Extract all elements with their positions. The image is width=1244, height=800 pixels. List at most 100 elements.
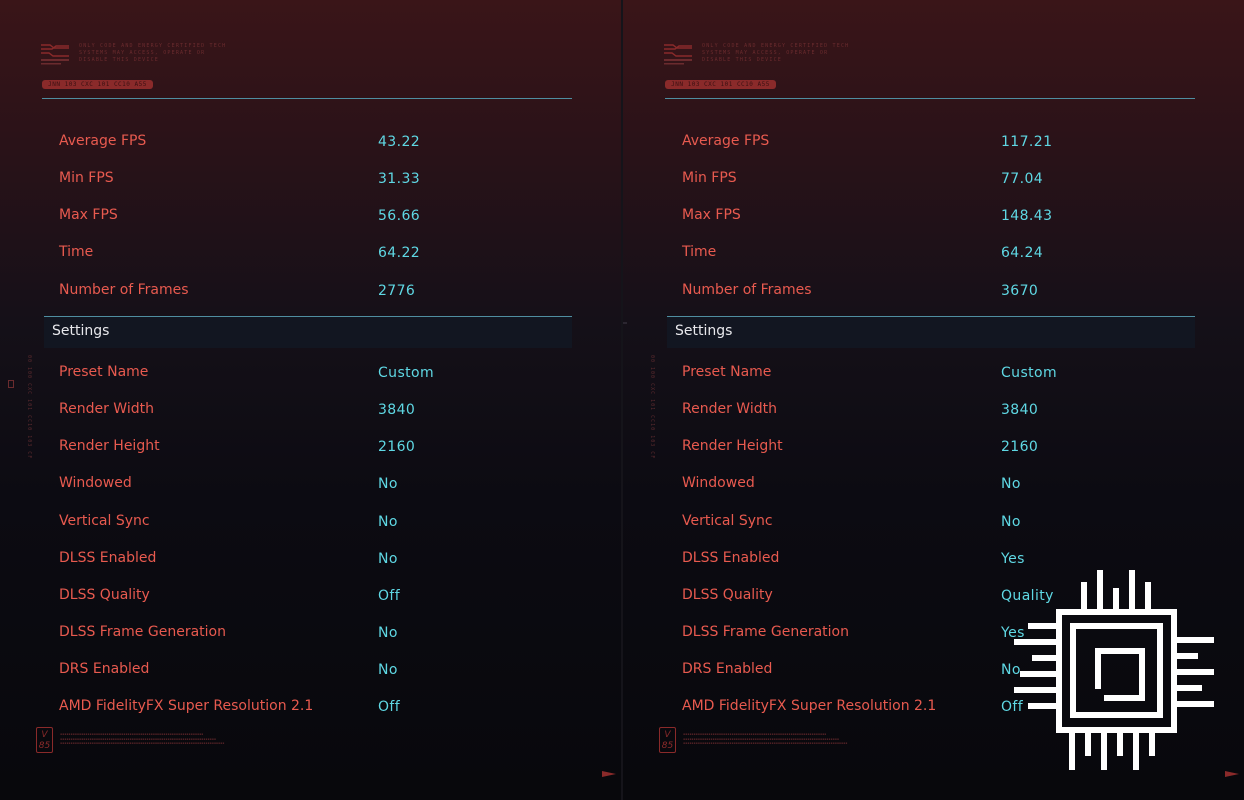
setting-label: Render Width: [682, 401, 777, 417]
stat-label: Average FPS: [59, 133, 147, 149]
setting-value: Custom: [1001, 365, 1058, 381]
setting-value: No: [378, 625, 398, 641]
header-notice-line: DISABLE THIS DEVICE: [702, 57, 782, 63]
next-arrow-icon: [602, 771, 616, 777]
header-notice-line: ONLY CODE AND ENERGY CERTIFIED TECH: [79, 43, 227, 49]
setting-row: DLSS Frame Generation Yes: [682, 624, 1182, 644]
stat-row: Max FPS 148.43: [682, 207, 1182, 227]
stat-label: Min FPS: [682, 170, 737, 186]
stat-label: Average FPS: [682, 133, 770, 149]
setting-value: No: [378, 514, 398, 530]
version-badge: V 85: [659, 727, 676, 753]
setting-value: 3840: [378, 402, 416, 418]
setting-value: Off: [378, 699, 401, 715]
header-divider: [42, 98, 572, 99]
setting-label: AMD FidelityFX Super Resolution 2.1: [682, 698, 937, 714]
setting-label: Preset Name: [59, 364, 149, 380]
setting-label: Render Width: [59, 401, 154, 417]
stat-label: Min FPS: [59, 170, 114, 186]
setting-row: DLSS Enabled No: [59, 550, 559, 570]
edge-tick: [623, 322, 627, 324]
version-badge: V 85: [36, 727, 53, 753]
version-badge-bottom: 85: [661, 741, 674, 751]
setting-label: Preset Name: [682, 364, 772, 380]
stat-value: 56.66: [378, 208, 421, 224]
stat-row: Time 64.22: [59, 244, 559, 264]
setting-row: Vertical Sync No: [682, 513, 1182, 533]
header-divider: [665, 98, 1195, 99]
header-code-badge: JNN 103 CXC 101 CC10 A55: [42, 80, 153, 89]
setting-label: DLSS Frame Generation: [59, 624, 226, 640]
chip-icon: [1014, 570, 1214, 770]
setting-row: DRS Enabled No: [59, 661, 559, 681]
stat-row: Number of Frames 3670: [682, 282, 1182, 302]
setting-row: Render Height 2160: [682, 438, 1182, 458]
stat-row: Average FPS 43.22: [59, 133, 559, 153]
stat-value: 117.21: [1001, 134, 1053, 150]
setting-label: AMD FidelityFX Super Resolution 2.1: [59, 698, 314, 714]
settings-section-header: Settings: [667, 316, 1195, 348]
stat-label: Max FPS: [59, 207, 118, 223]
setting-row: Render Width 3840: [682, 401, 1182, 421]
setting-label: Windowed: [59, 475, 132, 491]
settings-title: Settings: [675, 323, 733, 339]
setting-row: Windowed No: [59, 475, 559, 495]
header-code-badge: JNN 103 CXC 101 CC10 A55: [665, 80, 776, 89]
stat-value: 64.22: [378, 245, 421, 261]
stat-row: Number of Frames 2776: [59, 282, 559, 302]
setting-label: DRS Enabled: [682, 661, 773, 677]
setting-row: DLSS Enabled Yes: [682, 550, 1182, 570]
setting-row: AMD FidelityFX Super Resolution 2.1 Off: [682, 698, 1182, 718]
setting-label: DLSS Quality: [682, 587, 773, 603]
stat-value: 43.22: [378, 134, 421, 150]
setting-label: DLSS Frame Generation: [682, 624, 849, 640]
setting-label: Windowed: [682, 475, 755, 491]
stat-row: Time 64.24: [682, 244, 1182, 264]
setting-value: No: [378, 662, 398, 678]
stat-label: Number of Frames: [59, 282, 189, 298]
fine-print-icon: ▪▪▪▪▪▪▪▪▪▪▪▪▪▪▪▪▪▪▪▪▪▪▪▪▪▪▪▪▪▪▪▪▪▪▪▪▪▪▪▪…: [60, 732, 225, 745]
setting-row: Vertical Sync No: [59, 513, 559, 533]
setting-value: No: [1001, 514, 1021, 530]
stat-value: 3670: [1001, 283, 1039, 299]
setting-label: Vertical Sync: [59, 513, 150, 529]
stat-row: Min FPS 31.33: [59, 170, 559, 190]
settings-title: Settings: [52, 323, 110, 339]
stat-row: Average FPS 117.21: [682, 133, 1182, 153]
stat-value: 148.43: [1001, 208, 1053, 224]
protocol-logo-icon: [663, 42, 693, 66]
version-badge-top: V: [664, 730, 671, 740]
setting-value: 3840: [1001, 402, 1039, 418]
setting-row: DRS Enabled No: [682, 661, 1182, 681]
setting-value: Yes: [1001, 551, 1025, 567]
setting-label: Render Height: [682, 438, 783, 454]
setting-row: Preset Name Custom: [682, 364, 1182, 384]
stat-value: 2776: [378, 283, 416, 299]
stat-label: Number of Frames: [682, 282, 812, 298]
setting-row: DLSS Frame Generation No: [59, 624, 559, 644]
setting-value: No: [378, 476, 398, 492]
setting-label: DLSS Quality: [59, 587, 150, 603]
stat-row: Min FPS 77.04: [682, 170, 1182, 190]
setting-value: Off: [1001, 699, 1024, 715]
benchmark-panel-left: ONLY CODE AND ENERGY CERTIFIED TECH SYST…: [0, 0, 621, 800]
setting-row: Preset Name Custom: [59, 364, 559, 384]
setting-row: Render Width 3840: [59, 401, 559, 421]
setting-label: DRS Enabled: [59, 661, 150, 677]
stat-label: Time: [682, 244, 717, 260]
stat-value: 64.24: [1001, 245, 1044, 261]
setting-value: Quality: [1001, 588, 1054, 604]
stat-label: Time: [59, 244, 94, 260]
side-marker-icon: [8, 380, 14, 388]
header-notice: ONLY CODE AND ENERGY CERTIFIED TECH SYST…: [702, 43, 849, 64]
setting-value: Off: [378, 588, 401, 604]
setting-label: Render Height: [59, 438, 160, 454]
stat-row: Max FPS 56.66: [59, 207, 559, 227]
setting-row: Render Height 2160: [59, 438, 559, 458]
setting-label: DLSS Enabled: [59, 550, 157, 566]
side-code: 00 100 CXC 101 CC10 103 CF: [26, 355, 32, 460]
next-arrow-icon: [1225, 771, 1239, 777]
protocol-logo-icon: [40, 42, 70, 66]
setting-value: No: [378, 551, 398, 567]
fine-print-icon: ▪▪▪▪▪▪▪▪▪▪▪▪▪▪▪▪▪▪▪▪▪▪▪▪▪▪▪▪▪▪▪▪▪▪▪▪▪▪▪▪…: [683, 732, 848, 745]
